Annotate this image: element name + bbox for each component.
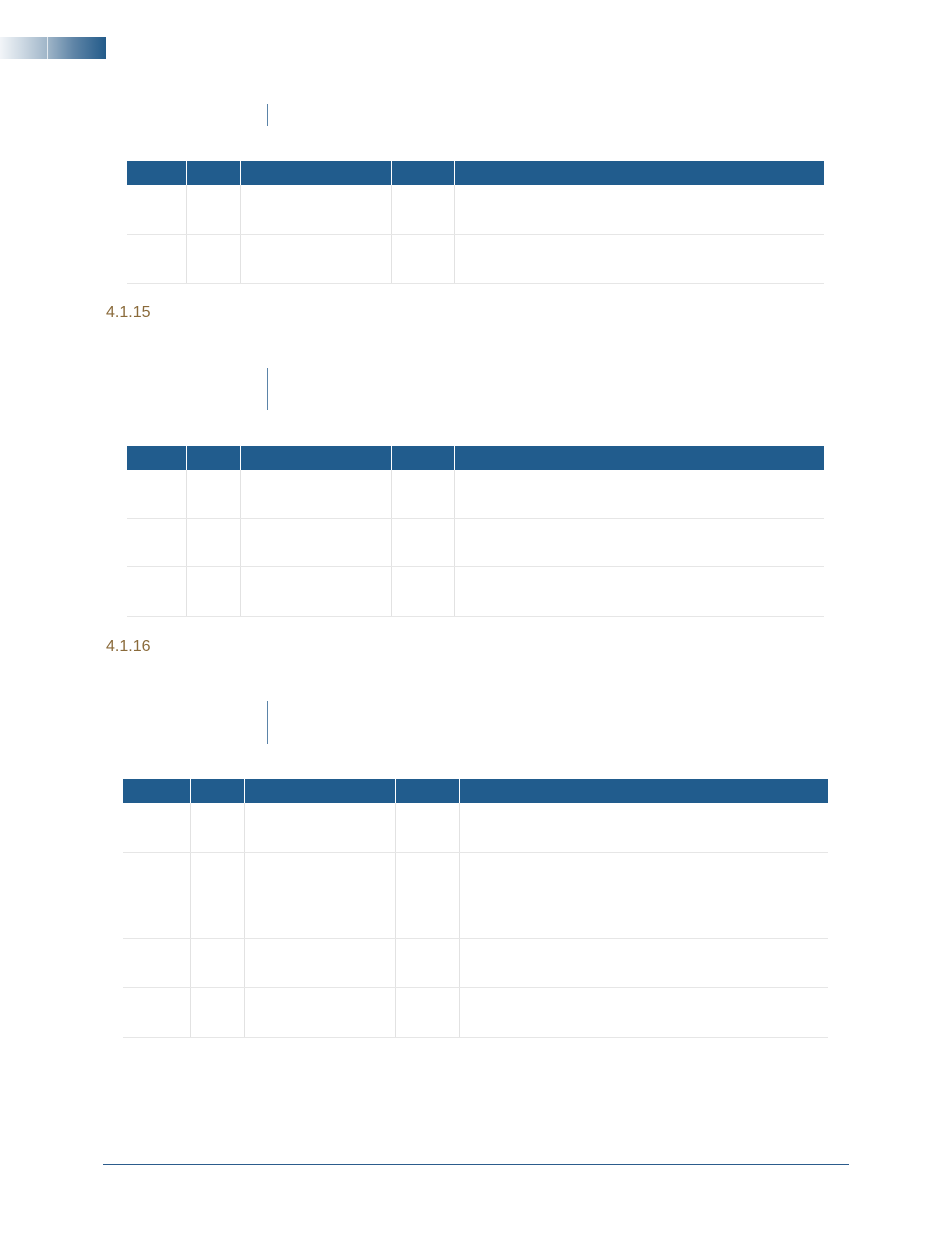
table-cell xyxy=(453,470,824,519)
table-cell xyxy=(394,852,459,939)
table-cell xyxy=(390,518,454,567)
table-cell xyxy=(458,852,828,939)
footer-rule xyxy=(103,1164,849,1165)
table-header-row xyxy=(123,779,828,803)
table-cell xyxy=(123,938,190,988)
table-cell xyxy=(390,234,454,284)
col-header xyxy=(458,779,828,803)
table-cell xyxy=(453,234,824,284)
table-header-row xyxy=(127,161,824,185)
table-cell xyxy=(453,518,824,567)
col-header xyxy=(453,446,824,470)
col-header xyxy=(453,161,824,185)
table-cell xyxy=(127,185,186,235)
col-header xyxy=(185,446,240,470)
spec-table-2 xyxy=(127,446,824,617)
table-cell xyxy=(239,470,391,519)
table-cell xyxy=(394,938,459,988)
table-cell xyxy=(458,987,828,1038)
col-header xyxy=(127,161,186,185)
col-header xyxy=(239,161,391,185)
table-row xyxy=(127,234,824,284)
band-divider xyxy=(47,37,48,59)
table-cell xyxy=(123,987,190,1038)
table-cell xyxy=(127,518,186,567)
table-cell xyxy=(189,803,244,853)
table-cell xyxy=(390,470,454,519)
table-cell xyxy=(243,803,395,853)
table-cell xyxy=(243,987,395,1038)
table-cell xyxy=(239,566,391,617)
table-cell xyxy=(458,803,828,853)
table-cell xyxy=(185,566,240,617)
table-cell xyxy=(390,185,454,235)
table-cell xyxy=(127,234,186,284)
col-header xyxy=(185,161,240,185)
col-header xyxy=(390,446,454,470)
col-header xyxy=(243,779,395,803)
table-cell xyxy=(239,518,391,567)
table-cell xyxy=(185,518,240,567)
table-row xyxy=(123,938,828,988)
header-corner-band xyxy=(0,37,106,59)
table-cell xyxy=(243,852,395,939)
col-header xyxy=(394,779,459,803)
table-cell xyxy=(189,938,244,988)
col-header xyxy=(239,446,391,470)
table-cell xyxy=(123,852,190,939)
field-divider-bar xyxy=(267,701,268,744)
spec-table-3 xyxy=(123,779,828,1038)
col-header xyxy=(127,446,186,470)
table-cell xyxy=(458,938,828,988)
table-cell xyxy=(239,185,391,235)
section-heading: 4.1.16 xyxy=(106,638,151,655)
table-row xyxy=(127,470,824,519)
table-cell xyxy=(185,470,240,519)
table-row xyxy=(123,852,828,939)
table-cell xyxy=(123,803,190,853)
col-header xyxy=(123,779,190,803)
table-cell xyxy=(127,470,186,519)
table-row xyxy=(123,803,828,853)
table-cell xyxy=(185,185,240,235)
table-row xyxy=(127,566,824,617)
table-cell xyxy=(185,234,240,284)
table-cell xyxy=(394,803,459,853)
table-cell xyxy=(189,987,244,1038)
table-cell xyxy=(390,566,454,617)
table-header-row xyxy=(127,446,824,470)
field-divider-bar xyxy=(267,368,268,410)
col-header xyxy=(189,779,244,803)
field-divider-bar xyxy=(267,104,268,126)
section-heading: 4.1.15 xyxy=(106,304,151,321)
table-cell xyxy=(453,566,824,617)
col-header xyxy=(390,161,454,185)
table-cell xyxy=(127,566,186,617)
table-cell xyxy=(453,185,824,235)
table-cell xyxy=(239,234,391,284)
table-cell xyxy=(189,852,244,939)
table-cell xyxy=(243,938,395,988)
table-row xyxy=(127,185,824,235)
table-row xyxy=(127,518,824,567)
spec-table-1 xyxy=(127,161,824,284)
table-row xyxy=(123,987,828,1038)
table-cell xyxy=(394,987,459,1038)
